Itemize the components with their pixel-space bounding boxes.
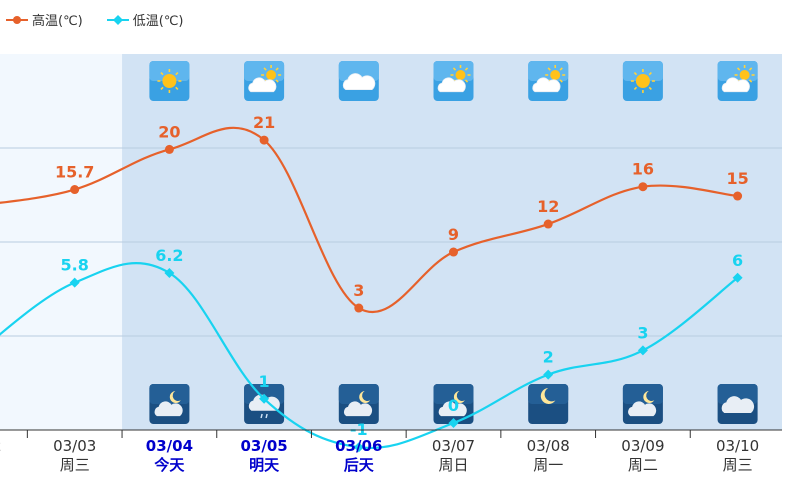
point-low-8 <box>732 272 743 283</box>
data-label-low-6: 2 <box>543 348 554 367</box>
x-tick-weekday-6: 周一 <box>533 456 563 474</box>
data-label-high-2: 20 <box>158 122 180 141</box>
partly-cloudy-day-icon <box>244 61 285 101</box>
legend-line-low-icon <box>106 14 129 25</box>
point-low-6 <box>543 369 554 380</box>
data-label-high-5: 9 <box>448 225 459 244</box>
cloudy-night-icon <box>149 384 190 424</box>
data-label-low-5: 0 <box>448 396 459 415</box>
data-label-low-8: 6 <box>732 251 743 270</box>
legend-item-low[interactable]: 低温(℃) <box>106 10 184 29</box>
cloudy-night-icon <box>338 384 379 424</box>
x-tick-date-0: 03/02 <box>0 437 2 455</box>
point-low-4 <box>353 442 364 453</box>
point-high-7 <box>638 182 648 192</box>
x-tick-date-2: 03/04 <box>146 437 193 455</box>
point-high-1 <box>70 185 80 195</box>
sunny-icon <box>149 61 190 101</box>
legend-item-high[interactable]: 高温(℃) <box>6 10 83 29</box>
legend-line-high-icon <box>6 15 28 24</box>
overcast-night-icon <box>717 384 758 424</box>
x-tick-weekday-7: 周二 <box>628 456 658 474</box>
x-tick-date-1: 03/03 <box>53 437 96 455</box>
data-label-high-7: 16 <box>632 160 654 179</box>
data-label-low-2: 6.2 <box>155 246 183 265</box>
data-label-high-1: 15.7 <box>55 163 94 182</box>
x-tick-weekday-3: 明天 <box>249 456 280 474</box>
series-line-high <box>0 126 738 314</box>
point-high-4 <box>354 303 364 313</box>
data-label-high-8: 15 <box>726 169 748 188</box>
point-low-5 <box>448 418 459 428</box>
point-low-3 <box>259 393 270 404</box>
point-high-8 <box>733 191 743 201</box>
cloudy-night-icon <box>433 384 474 424</box>
data-label-high-4: 3 <box>353 281 364 300</box>
data-label-low-7: 3 <box>637 323 648 342</box>
x-tick-weekday-8: 周三 <box>723 456 753 474</box>
x-tick-date-5: 03/07 <box>432 437 475 455</box>
x-tick-weekday-1: 周三 <box>60 456 90 474</box>
cloudy-icon <box>338 61 379 101</box>
x-tick-date-6: 03/08 <box>527 437 570 455</box>
x-tick-weekday-5: 周日 <box>438 456 468 474</box>
legend: 高温(℃) 低温(℃) <box>6 10 184 29</box>
x-tick-date-4: 03/06 <box>335 437 382 455</box>
legend-label-low: 低温(℃) <box>132 14 184 29</box>
sunny-icon <box>622 61 663 101</box>
partly-cloudy-day-icon <box>433 61 474 101</box>
partly-cloudy-day-icon <box>717 61 758 101</box>
point-high-3 <box>259 135 269 145</box>
legend-label-high: 高温(℃) <box>32 14 83 29</box>
data-label-low-1: 5.8 <box>61 256 89 275</box>
point-low-1 <box>69 277 80 288</box>
x-tick-date-3: 03/05 <box>240 437 287 455</box>
point-low-7 <box>637 345 648 356</box>
x-tick-date-7: 03/09 <box>621 437 664 455</box>
point-low-2 <box>164 267 175 278</box>
x-tick-date-8: 03/10 <box>716 437 759 455</box>
clear-night-icon <box>528 384 569 424</box>
cloudy-night-icon <box>622 384 663 424</box>
point-high-5 <box>449 247 458 257</box>
data-label-high-3: 21 <box>253 113 275 132</box>
x-tick-weekday-2: 今天 <box>153 456 185 474</box>
partly-cloudy-day-icon <box>528 61 569 101</box>
point-high-2 <box>164 144 174 154</box>
x-tick-weekday-4: 后天 <box>344 456 375 474</box>
point-high-6 <box>543 219 553 229</box>
data-label-high-6: 12 <box>537 197 559 216</box>
data-label-low-3: 1 <box>259 372 270 391</box>
